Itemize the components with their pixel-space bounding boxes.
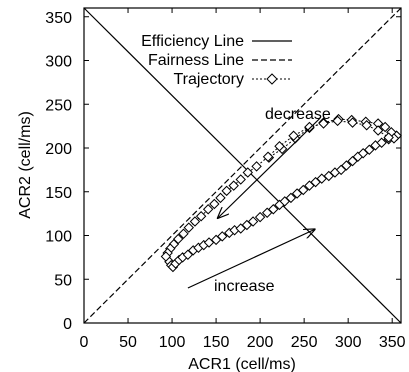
increase-label: increase — [214, 278, 275, 295]
trajectory-point — [341, 160, 352, 171]
y-tick-label: 100 — [45, 229, 72, 246]
legend-marker-trajectory — [266, 73, 278, 85]
trajectory-point — [332, 115, 343, 127]
trajectory-point — [202, 204, 214, 215]
trajectory-point — [379, 121, 391, 133]
legend-label-efficiency: Efficiency Line — [141, 33, 244, 50]
y-tick-label: 150 — [45, 185, 72, 202]
efficiency-line — [83, 7, 402, 324]
trajectory-point — [347, 117, 358, 128]
trajectory-point — [372, 125, 384, 136]
plot-frame — [83, 7, 402, 324]
reference-lines — [83, 7, 402, 324]
legend-label-fairness: Fairness Line — [148, 52, 244, 69]
trajectory-point — [288, 130, 299, 141]
y-axis-title: ACR2 (cell/ms) — [17, 111, 34, 219]
legend: Efficiency Line Fairness Line Trajectory — [141, 33, 292, 88]
x-axis-title: ACR1 (cell/ms) — [188, 356, 296, 372]
trajectory-point — [160, 251, 172, 262]
trajectory-point — [376, 137, 387, 148]
x-tick-label: 150 — [203, 334, 230, 351]
trajectory-point — [383, 132, 394, 143]
y-tick-label: 350 — [45, 10, 72, 27]
trajectory-point — [228, 180, 239, 191]
trajectory-point — [209, 198, 220, 210]
x-tick-label: 350 — [379, 334, 406, 351]
y-tick-label: 250 — [45, 97, 72, 114]
trajectory-point — [189, 216, 201, 227]
trajectory-point — [318, 118, 329, 129]
legend-label-trajectory: Trajectory — [173, 71, 244, 88]
x-tick-label: 100 — [159, 334, 186, 351]
y-tick-label: 200 — [45, 141, 72, 158]
trajectory-point — [361, 120, 372, 131]
trajectory-point — [298, 184, 309, 196]
trajectory-point — [242, 167, 253, 178]
trajectory-point — [247, 216, 259, 227]
x-tick-label: 300 — [335, 334, 362, 351]
trajectory-point — [262, 151, 274, 162]
annotation-arrows — [187, 117, 321, 289]
trajectory-point — [268, 204, 279, 215]
trajectory-point — [183, 222, 194, 233]
y-tick-label: 50 — [54, 272, 72, 289]
trajectory-point — [364, 144, 375, 155]
x-tick-label: 200 — [247, 334, 274, 351]
fairness-line — [83, 7, 402, 324]
trajectory-point — [235, 174, 246, 185]
trajectory-point — [195, 211, 207, 222]
x-tick-label: 0 — [80, 334, 89, 351]
x-tick-label: 50 — [119, 334, 137, 351]
trajectory-point — [274, 141, 285, 152]
trajectory-point — [178, 228, 189, 239]
trajectory-point — [215, 192, 226, 204]
decrease-label: decrease — [265, 106, 331, 123]
trajectory-point — [251, 161, 262, 172]
trajectory-series — [160, 113, 402, 273]
x-tick-label: 250 — [291, 334, 318, 351]
decrease-arrow — [218, 117, 321, 218]
trajectory-point — [285, 192, 297, 204]
trajectory-line — [165, 120, 395, 257]
trajectory-point — [221, 185, 232, 197]
y-tick-label: 300 — [45, 54, 72, 71]
increase-arrow — [187, 229, 315, 289]
trajectory-point — [217, 231, 228, 242]
axis-ticks: 0 50 100 150 200 250 300 350 0 50 100 150 200 250 300 3… — [45, 8, 406, 351]
trajectory-point — [254, 211, 266, 223]
y-tick-label: 0 — [63, 316, 72, 333]
